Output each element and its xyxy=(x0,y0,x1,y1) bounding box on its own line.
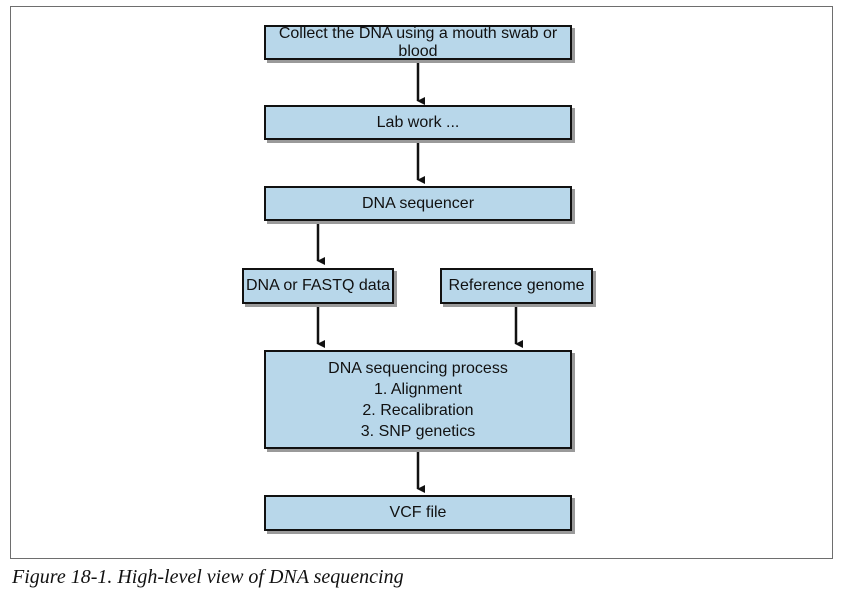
node-collect-dna: Collect the DNA using a mouth swab or bl… xyxy=(264,25,572,60)
figure-caption: Figure 18-1. High-level view of DNA sequ… xyxy=(12,566,404,588)
process-step-snp-genetics: 3. SNP genetics xyxy=(360,422,476,440)
node-lab-work-label: Lab work ... xyxy=(376,113,460,131)
node-reference-genome-label: Reference genome xyxy=(448,277,585,294)
node-dna-sequencer-label: DNA sequencer xyxy=(361,194,475,212)
process-step-recalibration: 2. Recalibration xyxy=(362,401,474,419)
node-fastq-data-label: DNA or FASTQ data xyxy=(245,277,391,294)
node-fastq-data: DNA or FASTQ data xyxy=(242,268,394,304)
node-reference-genome: Reference genome xyxy=(440,268,593,304)
node-collect-dna-label: Collect the DNA using a mouth swab or bl… xyxy=(278,24,558,60)
node-dna-sequencer: DNA sequencer xyxy=(264,186,572,221)
node-sequencing-process-title: DNA sequencing process xyxy=(328,359,508,377)
node-vcf-file-label: VCF file xyxy=(389,504,447,521)
node-sequencing-process: DNA sequencing process 1. Alignment 2. R… xyxy=(264,350,572,449)
node-lab-work: Lab work ... xyxy=(264,105,572,140)
figure-frame xyxy=(10,6,833,559)
node-vcf-file: VCF file xyxy=(264,495,572,531)
process-step-alignment: 1. Alignment xyxy=(373,380,463,398)
